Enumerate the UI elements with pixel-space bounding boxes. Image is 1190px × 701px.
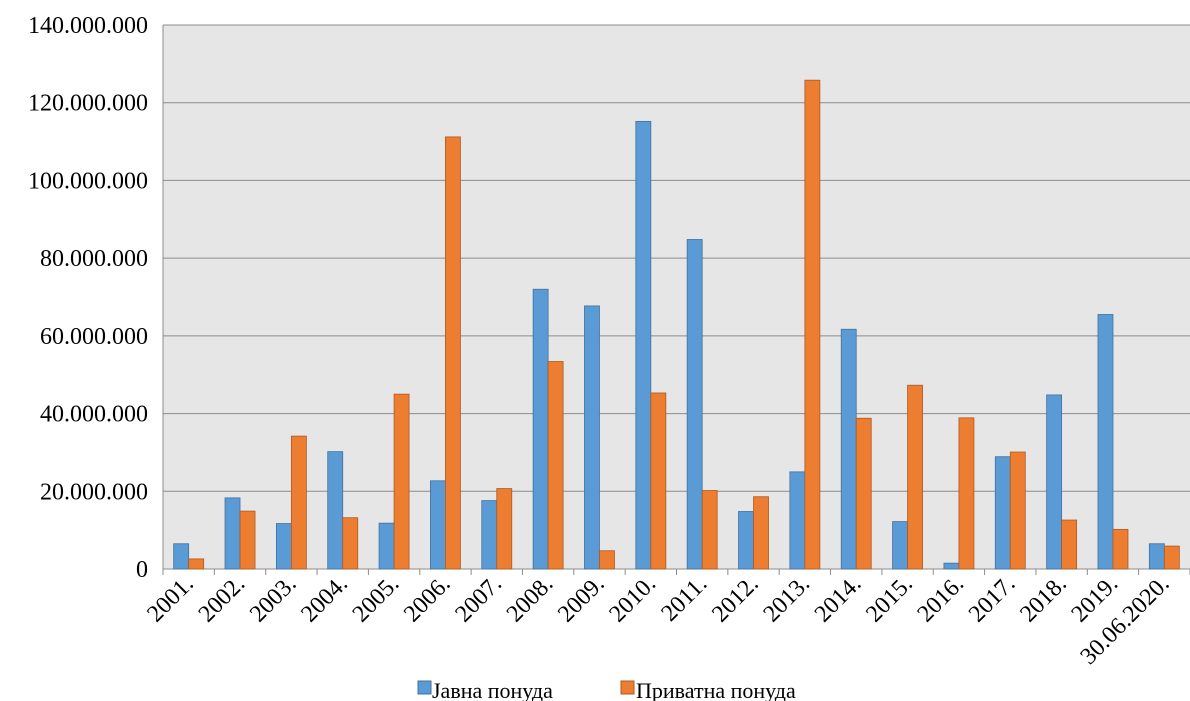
x-tick-label: 2016. bbox=[913, 571, 970, 628]
x-tick-label: 2003. bbox=[245, 571, 302, 628]
y-tick-label: 140.000.000 bbox=[28, 13, 148, 39]
bar-javna bbox=[532, 288, 549, 570]
bar-javna bbox=[430, 480, 446, 570]
bar-privatna bbox=[804, 79, 821, 570]
y-axis-tick-labels: 0 20.000.000 40.000.000 60.000.000 80.000.00… bbox=[28, 13, 148, 583]
bar-javna bbox=[584, 305, 600, 570]
x-tick-label: 2010. bbox=[604, 571, 661, 628]
bar-privatna bbox=[445, 136, 461, 570]
bar-privatna bbox=[599, 550, 615, 570]
bar-privatna bbox=[907, 384, 923, 570]
x-axis-tick-labels: 2001.2002.2003.2004.2005.2006.2007.2008.… bbox=[142, 571, 1174, 670]
x-tick-label: 2018. bbox=[1015, 571, 1072, 628]
x-tick-label: 2004. bbox=[296, 571, 353, 628]
x-tick-label: 2009. bbox=[553, 571, 610, 628]
x-tick-label: 2006. bbox=[399, 571, 456, 628]
y-tick-label: 20.000.000 bbox=[40, 479, 148, 505]
bar-privatna bbox=[701, 490, 718, 570]
bar-javna bbox=[173, 543, 190, 570]
y-tick-label: 100.000.000 bbox=[28, 168, 148, 194]
x-tick-label: 2002. bbox=[194, 571, 251, 628]
bar-privatna bbox=[1112, 528, 1129, 570]
x-tick-label: 2014. bbox=[810, 571, 867, 628]
bar-javna bbox=[635, 120, 652, 570]
bar-privatna bbox=[342, 517, 359, 570]
legend-label-privatna: Приватна понуда bbox=[636, 678, 796, 701]
bar-javna bbox=[481, 500, 498, 570]
y-tick-label: 40.000.000 bbox=[40, 402, 148, 428]
x-tick-label: 2015. bbox=[861, 571, 918, 628]
bar-privatna bbox=[1009, 451, 1026, 570]
bar-javna bbox=[840, 328, 857, 570]
legend-swatch-privatna bbox=[620, 680, 635, 695]
x-tick-label: 2011. bbox=[656, 571, 712, 627]
x-tick-label: 2012. bbox=[707, 571, 764, 628]
bar-javna bbox=[1148, 543, 1165, 570]
bar-privatna bbox=[393, 393, 410, 570]
x-tick-label: 2005. bbox=[348, 571, 405, 628]
bar-javna bbox=[686, 239, 703, 570]
bar-javna bbox=[378, 522, 395, 570]
legend-label-javna: Јавна понуда bbox=[432, 678, 553, 701]
x-axis-tick-marks bbox=[162, 569, 1190, 575]
x-tick-label: 2017. bbox=[964, 571, 1021, 628]
bar-privatna bbox=[188, 558, 205, 570]
bar-javna bbox=[1097, 314, 1114, 570]
bar-privatna bbox=[1061, 519, 1078, 570]
bar-privatna bbox=[496, 488, 513, 570]
bar-javna bbox=[327, 451, 344, 570]
bar-javna bbox=[1046, 394, 1063, 570]
bar-privatna bbox=[547, 361, 564, 570]
bar-privatna bbox=[855, 417, 872, 570]
x-tick-label: 2007. bbox=[450, 571, 507, 628]
x-tick-label: 2001. bbox=[142, 571, 199, 628]
y-tick-label: 80.000.000 bbox=[40, 246, 148, 272]
bar-javna bbox=[943, 562, 960, 570]
bar-privatna bbox=[290, 435, 307, 570]
bar-javna bbox=[789, 471, 806, 570]
bar-javna bbox=[224, 497, 241, 570]
bar-privatna bbox=[753, 496, 769, 570]
bar-privatna bbox=[958, 417, 975, 570]
plot-area bbox=[163, 25, 1190, 569]
bar-javna bbox=[994, 456, 1011, 570]
bar-privatna bbox=[1163, 545, 1180, 570]
bar-javna bbox=[738, 511, 754, 570]
y-tick-label: 0 bbox=[136, 557, 148, 583]
x-tick-label: 2013. bbox=[759, 571, 816, 628]
legend-swatch-javna bbox=[417, 680, 432, 695]
legend: Јавна понуда Приватна понуда bbox=[417, 678, 796, 701]
bars bbox=[173, 79, 1180, 570]
bar-javna bbox=[892, 521, 908, 570]
y-tick-label: 120.000.000 bbox=[28, 91, 148, 117]
y-tick-label: 60.000.000 bbox=[40, 324, 148, 350]
bar-javna bbox=[275, 523, 292, 570]
bar-privatna bbox=[239, 510, 256, 570]
x-tick-label: 2008. bbox=[502, 571, 559, 628]
bar-privatna bbox=[650, 392, 667, 570]
